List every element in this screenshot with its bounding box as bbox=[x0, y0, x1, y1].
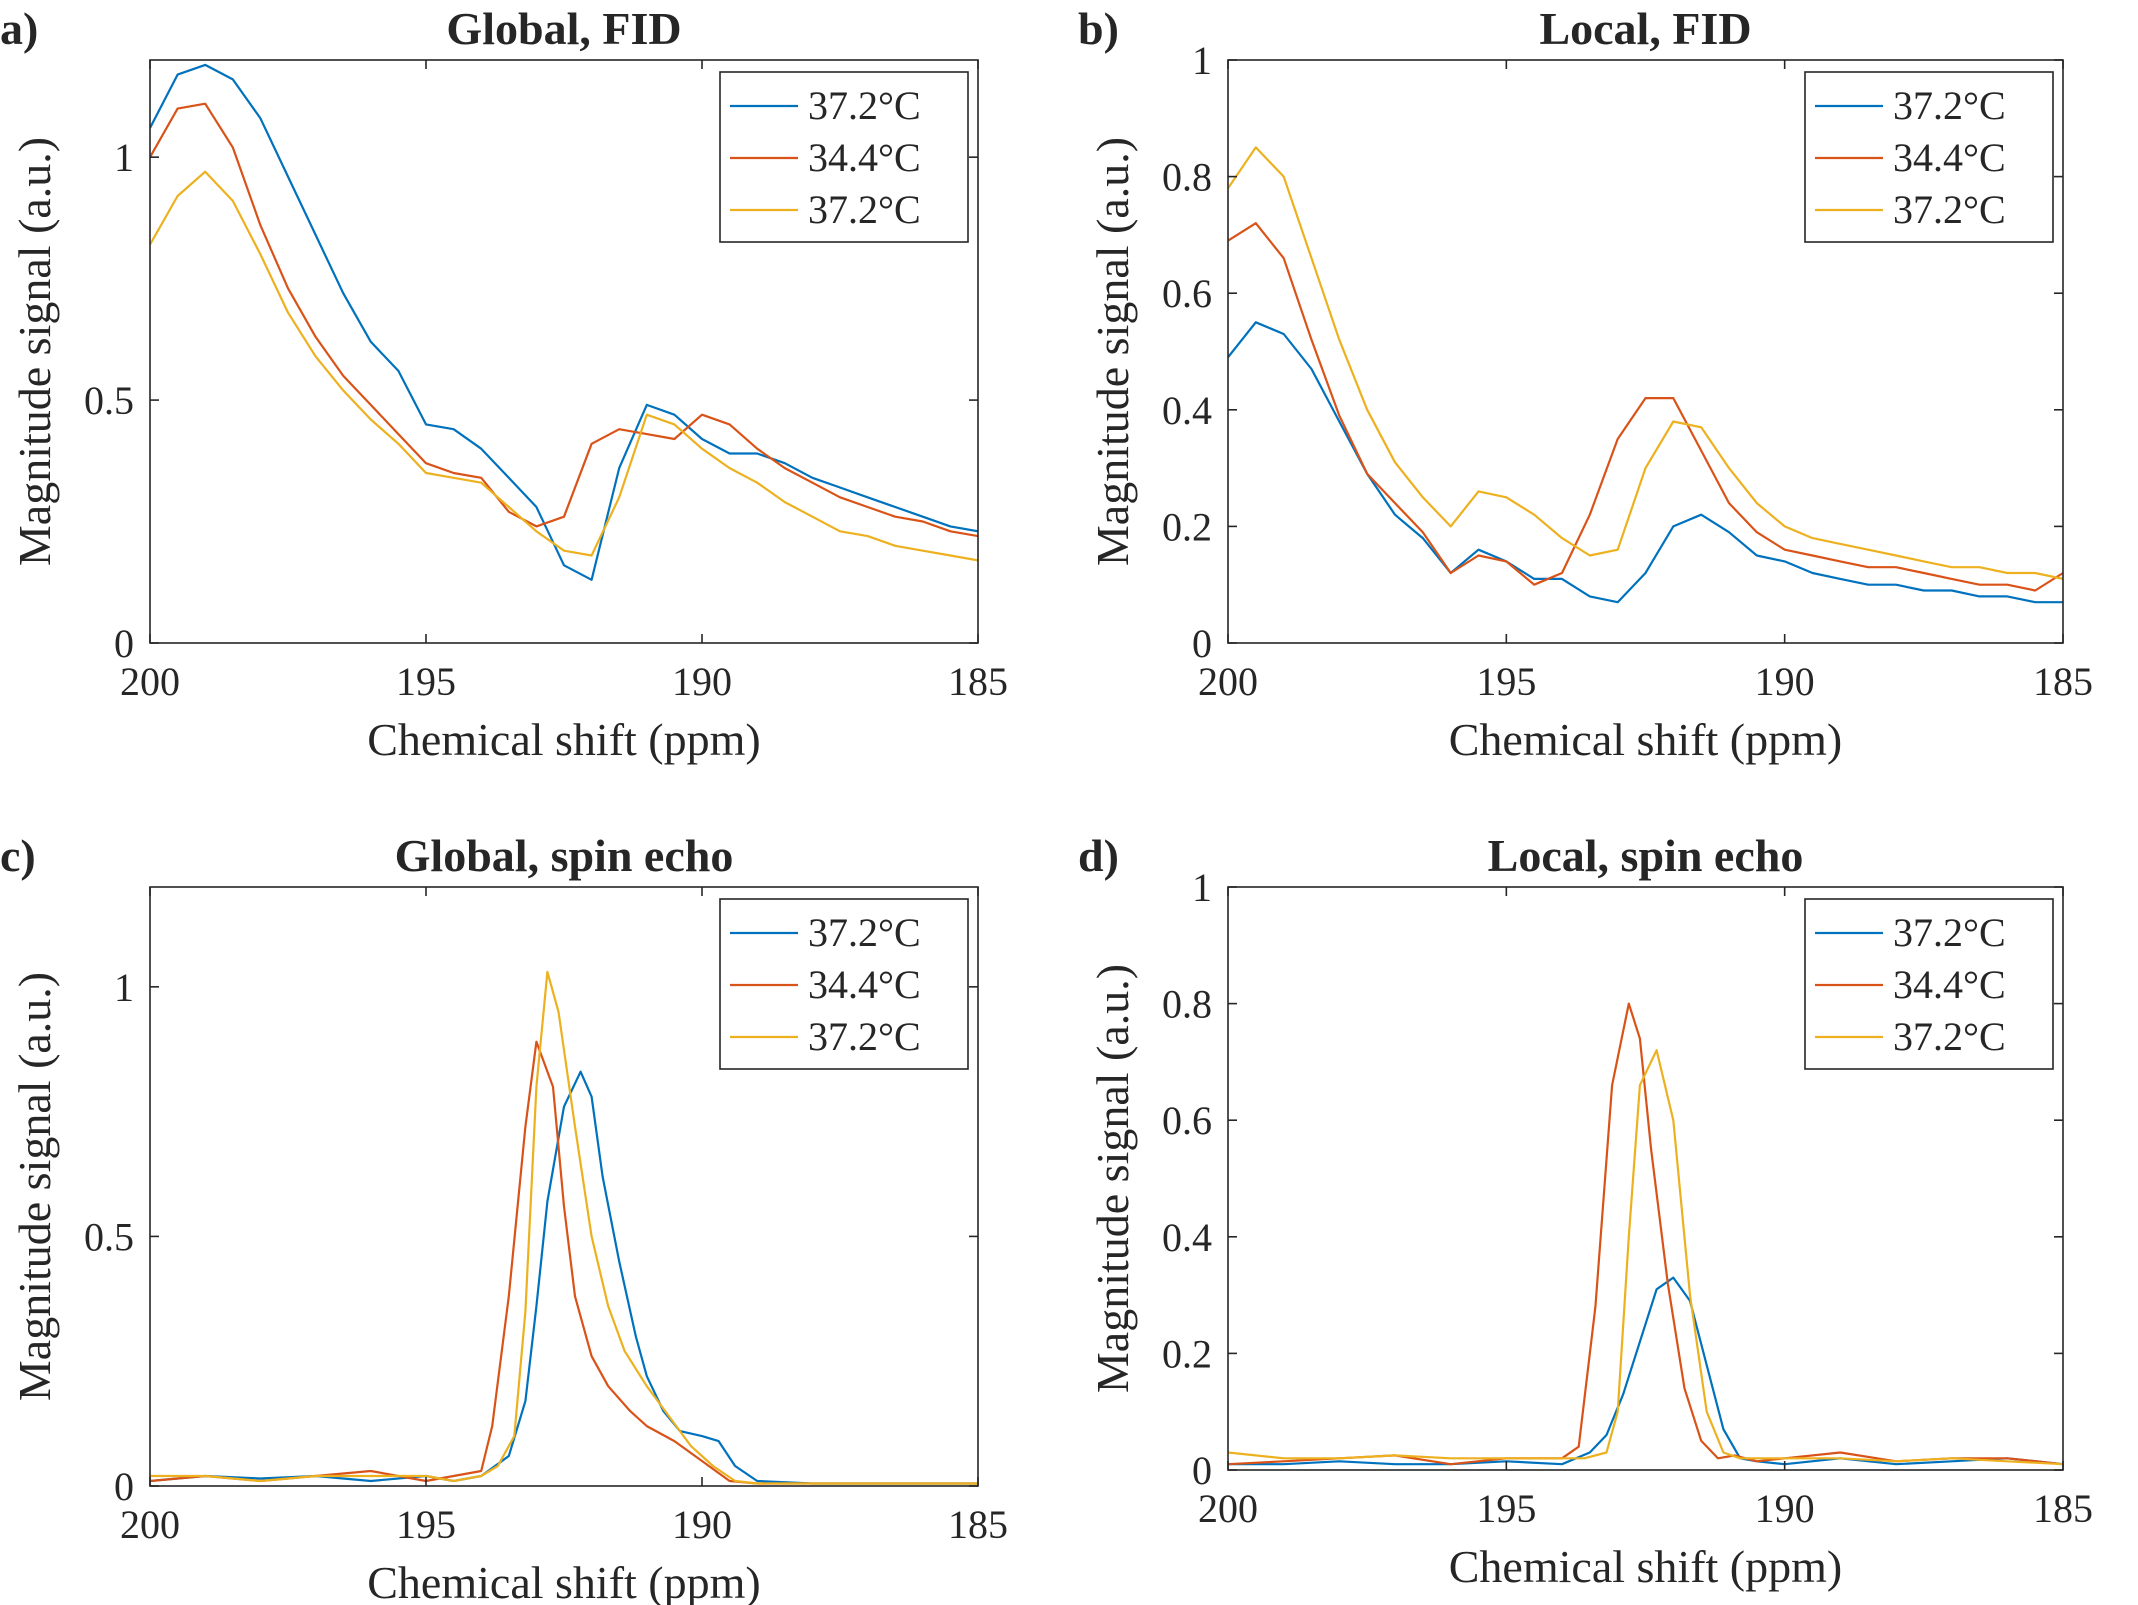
y-axis-label: Magnitude signal (a.u.) bbox=[9, 137, 60, 566]
axes-frame bbox=[149, 59, 979, 644]
panel-label: b) bbox=[1078, 3, 1119, 54]
series-line-2 bbox=[1228, 1049, 2063, 1466]
panel-b-local-fid: 200 195 190 185 0 0.2 0.4 0.6 0.8 1 Local, FID b) Ch… bbox=[1078, 3, 2093, 765]
legend-entry: 37.2°C bbox=[1893, 83, 2006, 128]
x-axis-label: Chemical shift (ppm) bbox=[1449, 714, 1842, 765]
x-tick-label: 200 bbox=[120, 1502, 180, 1547]
y-tick-label: 0.2 bbox=[1162, 1331, 1212, 1376]
legend-entry: 37.2°C bbox=[1893, 1014, 2006, 1059]
series-group bbox=[1228, 1002, 2063, 1466]
legend-entry: 34.4°C bbox=[808, 962, 921, 1007]
x-tick-label: 195 bbox=[396, 1502, 456, 1547]
legend-entry: 34.4°C bbox=[1893, 135, 2006, 180]
panel-c-global-spin-echo: 200 195 190 185 0 0.5 1 Global, spin echo c) Chem… bbox=[0, 830, 1008, 1605]
series-line-2 bbox=[1228, 146, 2063, 580]
legend-entry: 37.2°C bbox=[1893, 187, 2006, 232]
panel-a-global-fid: 200 195 190 185 0 0.5 1 Global, FID a) Chemical s… bbox=[0, 3, 1008, 765]
x-tick-label: 190 bbox=[672, 1502, 732, 1547]
legend-entry: 37.2°C bbox=[808, 187, 921, 232]
chart-title: Global, FID bbox=[446, 3, 681, 54]
x-tick-label: 185 bbox=[948, 659, 1008, 704]
x-tick-label: 185 bbox=[2033, 1486, 2093, 1531]
x-tick-label: 200 bbox=[1198, 659, 1258, 704]
series-line-2 bbox=[150, 170, 978, 562]
y-tick-label: 1 bbox=[114, 135, 134, 180]
series-line-1 bbox=[1228, 222, 2063, 592]
series-group bbox=[150, 970, 978, 1485]
legend-entry: 34.4°C bbox=[1893, 962, 2006, 1007]
y-tick-label: 0.4 bbox=[1162, 1215, 1212, 1260]
chart-title: Local, FID bbox=[1539, 3, 1751, 54]
x-tick-label: 195 bbox=[396, 659, 456, 704]
panel-label: c) bbox=[0, 830, 36, 881]
legend: 37.2°C 34.4°C 37.2°C bbox=[719, 898, 969, 1070]
series-line-0 bbox=[1228, 321, 2063, 604]
series-line-0 bbox=[150, 63, 978, 581]
y-tick-label: 0.6 bbox=[1162, 1098, 1212, 1143]
series-line-0 bbox=[150, 1070, 978, 1485]
panel-label: d) bbox=[1078, 830, 1119, 881]
series-line-1 bbox=[1228, 1002, 2063, 1466]
legend: 37.2°C 34.4°C 37.2°C bbox=[719, 71, 969, 243]
legend-entry: 37.2°C bbox=[808, 1014, 921, 1059]
x-axis-label: Chemical shift (ppm) bbox=[367, 1557, 760, 1605]
x-tick-label: 185 bbox=[2033, 659, 2093, 704]
legend-entry: 37.2°C bbox=[808, 910, 921, 955]
y-tick-label: 0.5 bbox=[84, 378, 134, 423]
legend: 37.2°C 34.4°C 37.2°C bbox=[1804, 898, 2054, 1070]
chart-title: Local, spin echo bbox=[1488, 830, 1804, 881]
y-tick-label: 0 bbox=[114, 621, 134, 666]
series-group bbox=[1228, 146, 2063, 604]
legend-entry: 37.2°C bbox=[1893, 910, 2006, 955]
y-tick-label: 0.8 bbox=[1162, 982, 1212, 1027]
y-tick-label: 0 bbox=[114, 1464, 134, 1509]
y-tick-label: 1 bbox=[1192, 38, 1212, 83]
y-tick-label: 0 bbox=[1192, 621, 1212, 666]
chart-title: Global, spin echo bbox=[395, 830, 734, 881]
x-tick-label: 185 bbox=[948, 1502, 1008, 1547]
axes-frame bbox=[1227, 886, 2064, 1471]
x-tick-label: 190 bbox=[1755, 659, 1815, 704]
axes-frame bbox=[1227, 59, 2064, 644]
y-tick-label: 0.4 bbox=[1162, 388, 1212, 433]
x-tick-label: 195 bbox=[1476, 659, 1536, 704]
x-tick-label: 190 bbox=[1755, 1486, 1815, 1531]
series-line-2 bbox=[150, 970, 978, 1485]
panel-d-local-spin-echo: 200 195 190 185 0 0.2 0.4 0.6 0.8 1 Local, spin ec… bbox=[1078, 830, 2093, 1592]
y-tick-label: 0.5 bbox=[84, 1214, 134, 1259]
y-tick-label: 1 bbox=[1192, 865, 1212, 910]
y-tick-label: 0.6 bbox=[1162, 271, 1212, 316]
legend-entry: 34.4°C bbox=[808, 135, 921, 180]
y-tick-label: 0.2 bbox=[1162, 504, 1212, 549]
axes-frame bbox=[149, 886, 979, 1487]
series-line-1 bbox=[150, 102, 978, 538]
x-tick-label: 195 bbox=[1476, 1486, 1536, 1531]
y-tick-label: 0.8 bbox=[1162, 155, 1212, 200]
y-axis-label: Magnitude signal (a.u.) bbox=[9, 972, 60, 1401]
y-tick-label: 1 bbox=[114, 965, 134, 1010]
panel-label: a) bbox=[0, 3, 38, 54]
series-line-0 bbox=[1228, 1276, 2063, 1466]
x-tick-label: 190 bbox=[672, 659, 732, 704]
y-axis-label: Magnitude signal (a.u.) bbox=[1087, 964, 1138, 1393]
x-axis-label: Chemical shift (ppm) bbox=[1449, 1541, 1842, 1592]
x-axis-label: Chemical shift (ppm) bbox=[367, 714, 760, 765]
x-tick-label: 200 bbox=[1198, 1486, 1258, 1531]
legend: 37.2°C 34.4°C 37.2°C bbox=[1804, 71, 2054, 243]
y-tick-label: 0 bbox=[1192, 1448, 1212, 1493]
y-axis-label: Magnitude signal (a.u.) bbox=[1087, 137, 1138, 566]
series-group bbox=[150, 63, 978, 581]
x-tick-label: 200 bbox=[120, 659, 180, 704]
legend-entry: 37.2°C bbox=[808, 83, 921, 128]
